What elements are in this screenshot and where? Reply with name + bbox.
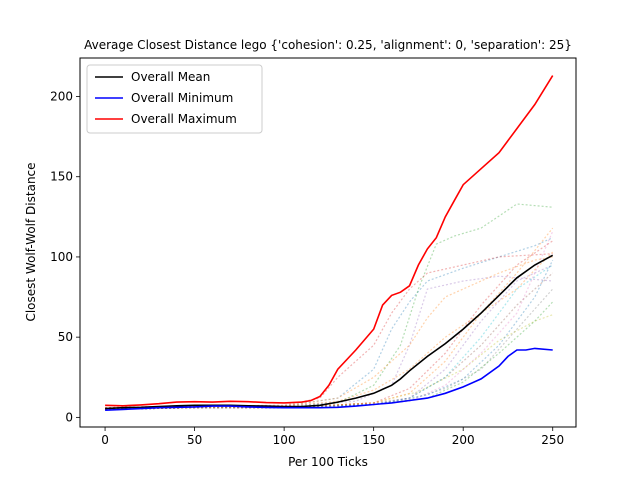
legend-label: Overall Minimum [131, 91, 233, 105]
run-line-9 [105, 231, 554, 410]
series-line-1 [105, 347, 553, 411]
run-line-18 [105, 227, 554, 410]
run-line-8 [105, 272, 554, 410]
x-axis: 0 50 100 150 200 250 [101, 427, 564, 447]
x-tick-label: 200 [452, 433, 475, 447]
legend-label: Overall Maximum [131, 112, 237, 126]
x-tick-label: 250 [541, 433, 564, 447]
run-line-17 [105, 264, 553, 410]
series-line-2 [105, 75, 554, 407]
run-line-15 [105, 301, 554, 410]
series-line-0 [105, 254, 554, 410]
legend: Overall Mean Overall Minimum Overall Maxim… [86, 64, 263, 134]
y-tick-label: 100 [50, 250, 73, 264]
summary-series [105, 75, 554, 411]
x-axis-label: Per 100 Ticks [288, 455, 368, 469]
y-axis: 0 50 100 150 200 [50, 90, 80, 424]
plot-frame [79, 57, 577, 428]
y-tick-label: 50 [58, 330, 73, 344]
x-tick-label: 150 [362, 433, 385, 447]
x-tick-label: 100 [273, 433, 296, 447]
x-tick-label: 50 [187, 433, 202, 447]
run-line-16 [105, 240, 554, 410]
run-line-12 [105, 264, 554, 410]
legend-box [86, 64, 263, 134]
y-tick-label: 200 [50, 90, 73, 104]
y-axis-label: Closest Wolf-Wolf Distance [24, 162, 38, 321]
x-tick-label: 0 [101, 433, 109, 447]
chart-title: Average Closest Distance lego {'cohesion… [84, 38, 572, 52]
legend-label: Overall Mean [131, 70, 210, 84]
y-tick-label: 0 [65, 410, 73, 424]
y-tick-label: 150 [50, 170, 73, 184]
